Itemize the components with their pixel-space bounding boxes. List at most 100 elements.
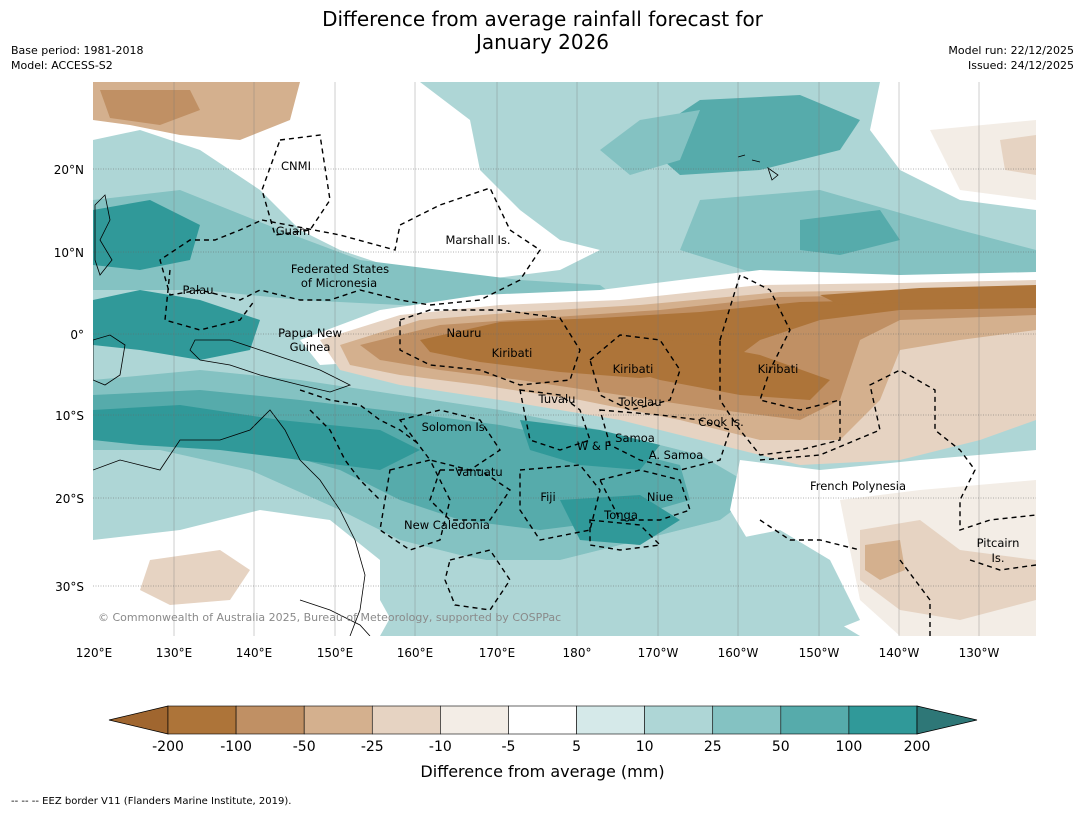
region-label: W & F [577,439,611,453]
rain-anomaly-southwest-tan [140,550,250,605]
region-label: Samoa [615,431,655,445]
colorbar-tick-label: 10 [636,739,654,755]
colorbar-segment [235,705,305,735]
lon-label: 170°W [638,646,679,660]
lat-label: 10°N [54,246,84,260]
region-label: Vanuatu [455,465,502,479]
region-label: Federated States [291,262,389,276]
colorbar: -200 -100 -50 -25 -10 -5 5 10 25 50 100 200 [108,705,978,755]
region-label: Guam [276,224,310,238]
copyright-notice: © Commonwealth of Australia 2025, Bureau… [98,611,561,624]
rain-anomaly-philippines-teal [93,200,200,270]
hawaii-islands [737,154,779,181]
lon-label: 140°E [236,646,273,660]
rain-anomaly-southeast-teal [730,530,860,636]
rain-anomaly-solomon-teal-darkest [93,405,420,470]
new-zealand-land [299,599,371,636]
colorbar-extend-high [916,705,978,735]
region-label: Tokelau [618,395,662,409]
lat-label: 30°S [55,580,84,594]
region-label: of Micronesia [301,276,377,290]
colorbar-segment [848,705,918,735]
lon-label: 130°W [959,646,1000,660]
colorbar-extend-low [108,705,169,735]
colorbar-tick-label: -50 [293,739,316,755]
borneo-land [93,334,126,386]
colorbar-segment [780,705,850,735]
region-label: Pitcairn [977,536,1020,550]
region-label: Guinea [290,340,331,354]
region-label: Is. [991,551,1004,565]
rain-anomaly-tasman-teal [380,555,600,636]
rain-anomaly-hawaii-teal-light [600,110,700,175]
lon-label: 120°E [76,646,113,660]
lat-label: 0° [70,328,84,342]
eez-footnote: -- -- -- EEZ border V11 (Flanders Marine… [11,796,292,807]
rain-anomaly-tonga-teal [560,495,680,545]
lon-label: 130°E [156,646,193,660]
colorbar-tick-label: -200 [152,739,184,755]
eez-borders [159,134,1036,636]
lon-grid [173,82,980,636]
colorbar-segment [712,705,782,735]
region-label: French Polynesia [810,479,906,493]
map-area [93,82,1036,636]
colorbar-segment [576,705,645,735]
rain-anomaly-equatorial-brown-dark [420,298,1036,378]
lon-label: 160°E [397,646,434,660]
philippines-land [94,194,113,276]
new-guinea-land [189,339,352,393]
region-label: Solomon Is. [422,420,489,434]
region-label: New Caledonia [404,518,490,532]
region-label: Cook Is. [698,415,743,429]
lat-lon-grid [93,168,1036,587]
region-labels: CNMI Guam Marshall Is. Federated States … [183,159,1020,565]
rain-anomaly-northeast-tan [1000,135,1036,175]
region-label: Tuvalu [538,392,576,406]
lon-label: 150°E [317,646,354,660]
base-period: Base period: 1981-2018 [11,44,144,57]
colorbar-segment [440,705,509,735]
title-line-2: January 2026 [475,30,610,54]
colorbar-segment [508,705,577,735]
rain-anomaly-southeast-brown [865,540,905,580]
meta-left: Base period: 1981-2018 Model: ACCESS-S2 [11,43,143,73]
region-label: Papua New [278,326,342,340]
region-label: A. Samoa [649,448,704,462]
colorbar-tick-label: 5 [572,739,581,755]
rain-anomaly-png-teal [93,290,260,360]
colorbar-label: Difference from average (mm) [420,762,665,781]
colorbar-tick-label: 25 [704,739,722,755]
colorbar-segment [303,705,373,735]
map-title: Difference from average rainfall forecas… [0,8,1085,54]
lon-label: 160°W [718,646,759,660]
rain-anomaly-southeast-tan [860,520,1036,620]
australia-land [93,409,366,636]
rain-anomaly-fiji-teal-darkest [520,420,660,470]
region-label: Kiribati [758,362,799,376]
rain-anomaly-east-brown-band [820,285,1036,305]
model-name: Model: ACCESS-S2 [11,59,113,72]
model-run: Model run: 22/12/2025 [948,44,1074,57]
lat-label: 20°N [54,163,84,177]
lon-label: 170°E [479,646,516,660]
colorbar-tick-label: 100 [836,739,863,755]
lon-label: 140°W [879,646,920,660]
region-label: CNMI [281,159,311,173]
lat-label: 10°S [55,409,84,423]
rain-anomaly-east-teal-dark [800,210,900,255]
rain-anomaly-micronesia-teal [93,190,620,310]
region-label: Niue [647,490,673,504]
lat-label: 20°S [55,492,84,506]
title-line-1: Difference from average rainfall forecas… [322,7,763,31]
colorbar-tick-label: 200 [904,739,931,755]
latitude-labels: 20°N 10°N 0° 10°S 20°S 30°S [54,163,84,594]
colorbar-segment [644,705,714,735]
colorbar-segment [371,705,441,735]
rain-anomaly-kiribati-brown-dark [600,340,830,400]
region-label: Palau [183,283,214,297]
colorbar-tick-label: -5 [501,739,515,755]
issued-date: Issued: 24/12/2025 [967,59,1074,72]
longitude-labels: 120°E 130°E 140°E 150°E 160°E 170°E 180°… [76,646,1000,660]
